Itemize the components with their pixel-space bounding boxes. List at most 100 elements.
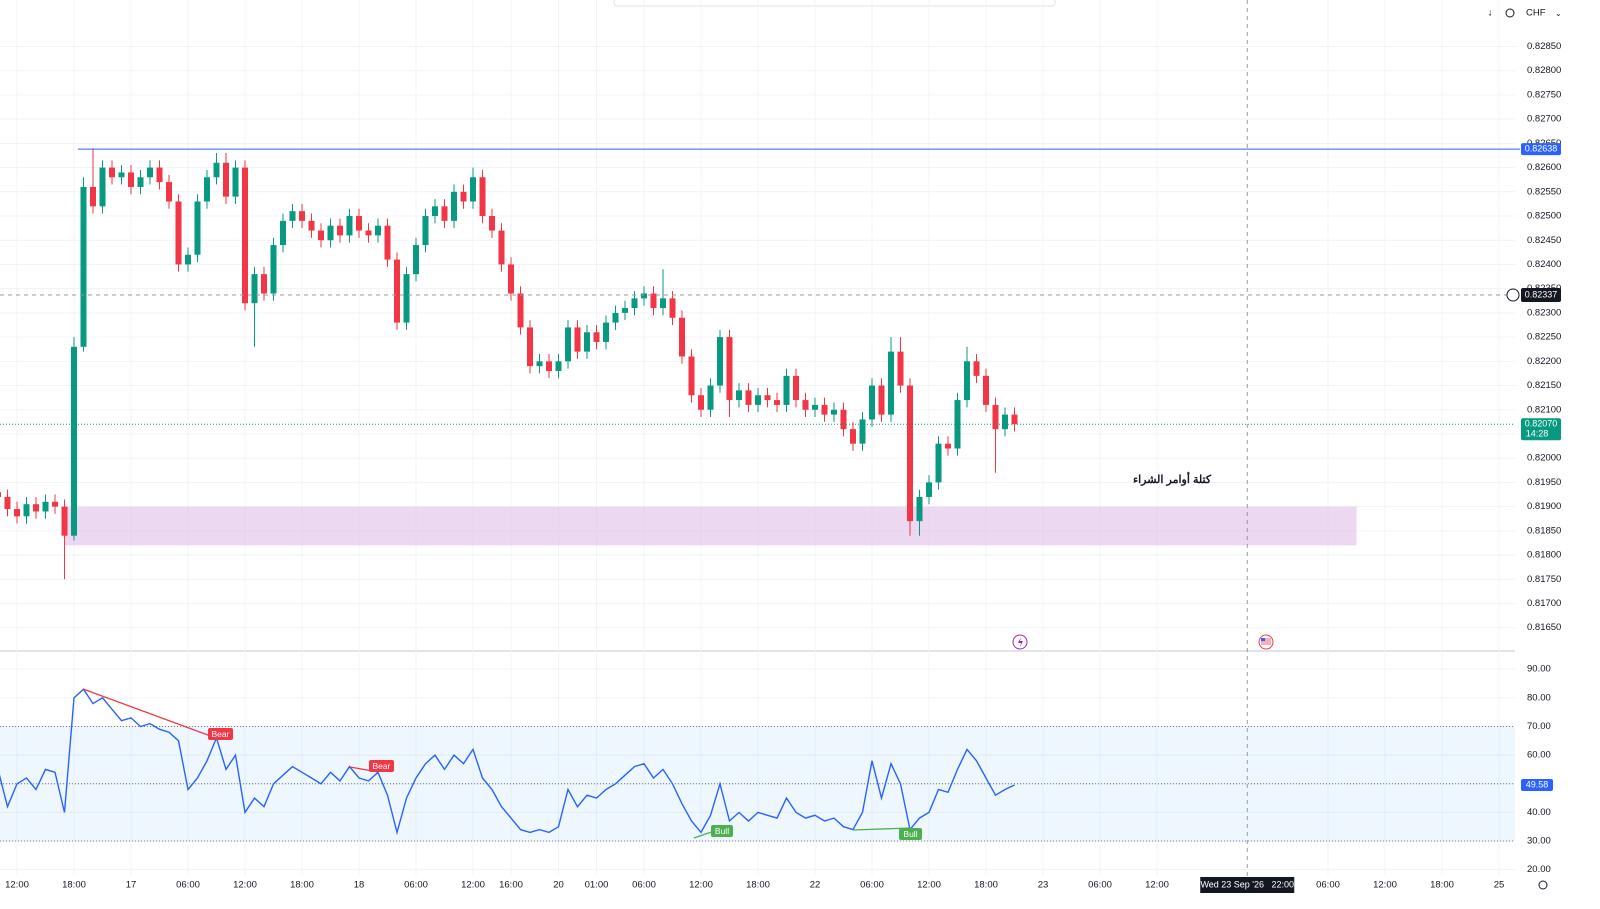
x-tick-label: 22 xyxy=(810,880,821,891)
x-tick-label: 16:00 xyxy=(499,880,523,891)
last-price-badge xyxy=(1521,418,1561,441)
candle-body xyxy=(840,409,847,430)
x-tick-label: 18:00 xyxy=(62,880,86,891)
background-layer xyxy=(0,0,1515,875)
top-controls[interactable]: ↓ CHF ⌄ xyxy=(1488,8,1562,19)
candle-body xyxy=(983,375,989,405)
candle-body xyxy=(650,293,657,309)
x-tick-label: 23 xyxy=(1038,880,1049,891)
candle-body xyxy=(460,191,467,202)
x-tick-label: 12:00 xyxy=(233,880,257,891)
y-tick-label: 0.82700 xyxy=(1527,114,1561,125)
bull-tag xyxy=(899,828,922,840)
candle-body xyxy=(270,245,277,294)
y-tick-label: 60.00 xyxy=(1527,750,1551,761)
candle-body xyxy=(441,206,448,221)
x-tick-label: 12:00 xyxy=(917,880,941,891)
y-tick-label: 0.82450 xyxy=(1527,235,1561,246)
x-tick-label: 18 xyxy=(354,880,365,891)
currency-arrow[interactable]: ⌄ xyxy=(1555,9,1562,18)
y-tick-label: 0.81900 xyxy=(1527,501,1561,512)
x-tick-label: 01:00 xyxy=(585,880,609,891)
x-tick-label: 18:00 xyxy=(290,880,314,891)
candle-body xyxy=(945,443,951,449)
y-tick-label: 0.82400 xyxy=(1527,259,1561,270)
y-tick-label: 0.82200 xyxy=(1527,356,1561,367)
candle-body xyxy=(850,429,856,444)
candle-body xyxy=(622,308,628,313)
y-tick-label: 20.00 xyxy=(1527,864,1551,875)
currency[interactable]: CHF xyxy=(1526,8,1546,19)
bear-line xyxy=(82,688,217,739)
candle-body xyxy=(536,361,543,367)
toolbar[interactable] xyxy=(613,0,1056,7)
bear-label: Bear xyxy=(212,729,230,739)
candle-body xyxy=(337,225,343,236)
bull-label: Bull xyxy=(903,829,917,839)
candle-body xyxy=(33,504,39,512)
crosshair-price-text: 0.82337 xyxy=(1525,289,1558,299)
candle-body xyxy=(641,293,647,299)
candle-body xyxy=(793,375,799,401)
settings-icon[interactable] xyxy=(1538,880,1548,890)
candle-body xyxy=(185,254,191,265)
candle-body xyxy=(1002,414,1008,430)
candle-body xyxy=(593,332,600,342)
candle-body xyxy=(897,351,904,386)
y-tick-label: 0.82300 xyxy=(1527,307,1561,318)
candle-body xyxy=(175,201,182,265)
candle-body xyxy=(764,395,771,401)
x-tick-label: 20 xyxy=(553,880,564,891)
candle-body xyxy=(356,216,362,231)
x-tick-label: 12:00 xyxy=(1373,880,1397,891)
candle-body xyxy=(679,317,685,357)
candle-body xyxy=(118,172,125,178)
candle-body xyxy=(831,409,837,415)
crosshair-time-badge xyxy=(1200,877,1295,893)
candle-body xyxy=(821,404,828,415)
candle-body xyxy=(869,385,875,420)
candle-body xyxy=(907,385,913,522)
candle-body xyxy=(603,322,609,342)
candle-body xyxy=(147,167,153,178)
event-icons[interactable] xyxy=(1012,634,1274,650)
candle-body xyxy=(783,375,790,405)
y-tick-label: 0.82850 xyxy=(1527,41,1561,52)
candle-body xyxy=(964,361,970,401)
candle-body xyxy=(774,400,780,405)
candle-body xyxy=(280,220,286,246)
candle-body xyxy=(726,337,733,401)
candle-body xyxy=(384,225,391,260)
x-tick-label: 18:00 xyxy=(974,880,998,891)
candle-body xyxy=(517,293,524,328)
plot-layer xyxy=(0,148,1520,836)
x-tick-label: 17 xyxy=(126,880,137,891)
y-tick-label: 0.81800 xyxy=(1527,550,1561,561)
y-tick-label: 30.00 xyxy=(1527,836,1551,847)
candle-body xyxy=(23,504,30,517)
candle-body xyxy=(0,492,1,497)
candle-body xyxy=(546,361,552,372)
y-tick-label: 80.00 xyxy=(1527,692,1551,703)
candle-body xyxy=(42,501,49,512)
y-tick-label: 0.82250 xyxy=(1527,332,1561,343)
candle-body xyxy=(688,356,695,396)
candle-body xyxy=(14,509,20,517)
y-tick-label: 0.82100 xyxy=(1527,404,1561,415)
candle-body xyxy=(479,177,486,217)
countdown-text: 14:28 xyxy=(1526,429,1549,439)
candle-body xyxy=(859,419,866,444)
overlay-layer: 12:00 18:00 17 06:00 12:00 18:00 18 06:00 12:00 1… xyxy=(0,0,1561,893)
refresh-icon[interactable] xyxy=(1505,8,1515,18)
x-tick-label: 06:00 xyxy=(860,880,884,891)
bear-tag xyxy=(208,728,233,740)
y-tick-label: 0.82750 xyxy=(1527,89,1561,100)
down-icon[interactable]: ↓ xyxy=(1488,8,1493,19)
x-tick-label: 06:00 xyxy=(404,880,428,891)
candle-body xyxy=(660,298,666,309)
candle-body xyxy=(61,506,68,536)
order-block-zone xyxy=(64,506,1357,546)
candle-body xyxy=(565,327,571,362)
flag xyxy=(1261,638,1271,645)
last-price-text: 0.82070 xyxy=(1525,419,1558,429)
